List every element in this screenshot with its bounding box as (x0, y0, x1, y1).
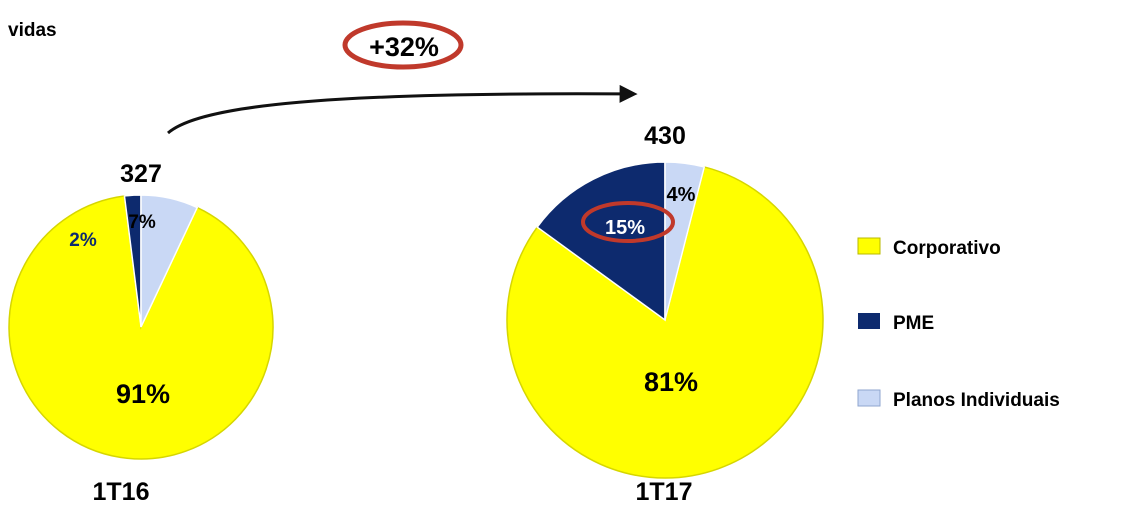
unit-label: vidas (8, 20, 57, 41)
slice-label-1T16-planos: 7% (128, 212, 156, 233)
pie-total-1T16: 327 (120, 160, 162, 188)
slice-label-1T17-corporativo: 81% (644, 367, 698, 397)
slice-label-1T16-pme: 2% (69, 230, 97, 251)
legend-swatch-corporativo (857, 237, 881, 255)
pie-slice-1T17-corporativo (506, 166, 824, 479)
pies-group (8, 161, 824, 479)
legend-swatch-pme (858, 313, 880, 329)
pie-total-1T17: 430 (644, 122, 686, 150)
pme-highlight-ellipse (581, 201, 675, 243)
legend: Corporativo PME Planos Individuais (857, 237, 1060, 411)
pie-slice-1T16-corporativo (8, 195, 274, 460)
slice-label-1T17-pme: 15% (605, 217, 645, 239)
pie-period-1T17: 1T17 (636, 478, 693, 505)
slice-label-1T16-corporativo: 91% (116, 379, 170, 409)
slice-label-1T17-planos: 4% (667, 184, 696, 206)
legend-label-planos-individuais: Planos Individuais (893, 390, 1060, 411)
legend-swatch-planos-individuais (857, 389, 881, 407)
legend-label-pme: PME (893, 313, 934, 334)
pie-slice-1T16-planos-individuais (140, 194, 199, 328)
legend-item-pme: PME (858, 313, 934, 334)
growth-arrow (167, 84, 638, 135)
legend-item-planos-individuais: Planos Individuais (857, 389, 1060, 411)
legend-label-corporativo: Corporativo (893, 238, 1001, 259)
pie-period-1T16: 1T16 (93, 478, 150, 505)
growth-highlight-ellipse (342, 20, 464, 70)
growth-label: +32% (369, 32, 439, 62)
pie-slice-1T17-planos-individuais (664, 161, 706, 321)
legend-item-corporativo: Corporativo (857, 237, 1001, 259)
